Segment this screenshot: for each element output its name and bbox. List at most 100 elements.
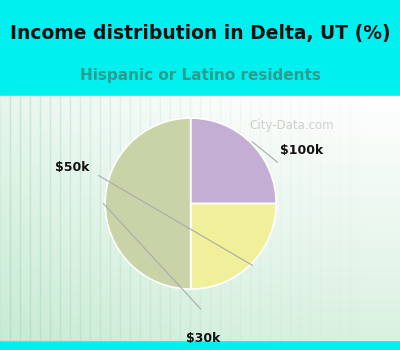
- Text: $50k: $50k: [56, 161, 90, 174]
- Bar: [0, 327, 400, 331]
- Bar: [290, 96, 300, 340]
- Bar: [120, 96, 130, 340]
- Bar: [60, 96, 70, 340]
- Bar: [280, 96, 290, 340]
- Bar: [350, 96, 360, 340]
- Bar: [0, 311, 400, 315]
- Bar: [140, 96, 150, 340]
- Bar: [260, 96, 270, 340]
- Bar: [90, 96, 100, 340]
- Bar: [380, 96, 390, 340]
- Bar: [0, 267, 400, 271]
- Bar: [0, 218, 400, 222]
- Bar: [0, 331, 400, 335]
- Wedge shape: [191, 204, 276, 289]
- Bar: [390, 96, 400, 340]
- Bar: [0, 96, 10, 340]
- Bar: [250, 96, 260, 340]
- Bar: [330, 96, 340, 340]
- Bar: [0, 133, 400, 137]
- Bar: [0, 238, 400, 242]
- Bar: [180, 96, 190, 340]
- Bar: [0, 112, 400, 117]
- Bar: [0, 186, 400, 189]
- Bar: [0, 161, 400, 165]
- Bar: [0, 242, 400, 246]
- Bar: [0, 226, 400, 230]
- Bar: [0, 157, 400, 161]
- Bar: [0, 100, 400, 104]
- Bar: [0, 234, 400, 238]
- Wedge shape: [105, 118, 191, 289]
- Bar: [0, 149, 400, 153]
- Text: Hispanic or Latino residents: Hispanic or Latino residents: [80, 68, 320, 83]
- Bar: [0, 96, 400, 100]
- Bar: [0, 230, 400, 234]
- Bar: [0, 262, 400, 267]
- Bar: [0, 181, 400, 186]
- Bar: [190, 96, 200, 340]
- Bar: [0, 307, 400, 311]
- Text: Income distribution in Delta, UT (%): Income distribution in Delta, UT (%): [10, 24, 390, 43]
- Bar: [0, 206, 400, 210]
- Bar: [0, 275, 400, 279]
- Bar: [0, 169, 400, 173]
- Bar: [0, 194, 400, 198]
- Bar: [360, 96, 370, 340]
- Bar: [0, 258, 400, 262]
- Bar: [0, 303, 400, 307]
- Bar: [0, 121, 400, 125]
- Bar: [40, 96, 50, 340]
- Bar: [0, 210, 400, 214]
- Bar: [0, 173, 400, 177]
- Bar: [0, 108, 400, 112]
- Text: $100k: $100k: [280, 144, 324, 157]
- Text: City-Data.com: City-Data.com: [250, 119, 334, 133]
- Bar: [0, 189, 400, 194]
- Bar: [0, 250, 400, 254]
- Bar: [0, 287, 400, 291]
- Bar: [0, 117, 400, 120]
- Bar: [0, 104, 400, 108]
- Bar: [240, 96, 250, 340]
- Bar: [210, 96, 220, 340]
- Bar: [0, 319, 400, 323]
- Bar: [70, 96, 80, 340]
- Bar: [0, 335, 400, 340]
- Bar: [0, 222, 400, 226]
- Bar: [270, 96, 280, 340]
- Bar: [0, 202, 400, 206]
- Bar: [0, 137, 400, 141]
- Bar: [340, 96, 350, 340]
- Bar: [0, 198, 400, 202]
- Bar: [0, 129, 400, 133]
- Bar: [0, 279, 400, 283]
- Text: $30k: $30k: [186, 332, 221, 345]
- Bar: [170, 96, 180, 340]
- Bar: [0, 315, 400, 319]
- Bar: [150, 96, 160, 340]
- Bar: [20, 96, 30, 340]
- Bar: [0, 165, 400, 169]
- Bar: [0, 246, 400, 250]
- Bar: [0, 153, 400, 157]
- Wedge shape: [191, 118, 276, 204]
- Bar: [0, 125, 400, 129]
- Bar: [30, 96, 40, 340]
- Bar: [0, 283, 400, 287]
- Bar: [220, 96, 230, 340]
- Bar: [300, 96, 310, 340]
- Bar: [230, 96, 240, 340]
- Bar: [80, 96, 90, 340]
- Bar: [0, 295, 400, 299]
- Bar: [50, 96, 60, 340]
- Bar: [0, 323, 400, 327]
- Bar: [0, 271, 400, 275]
- Bar: [0, 0, 400, 96]
- Bar: [0, 145, 400, 149]
- Bar: [130, 96, 140, 340]
- Bar: [160, 96, 170, 340]
- Bar: [100, 96, 110, 340]
- Bar: [0, 254, 400, 258]
- Bar: [320, 96, 330, 340]
